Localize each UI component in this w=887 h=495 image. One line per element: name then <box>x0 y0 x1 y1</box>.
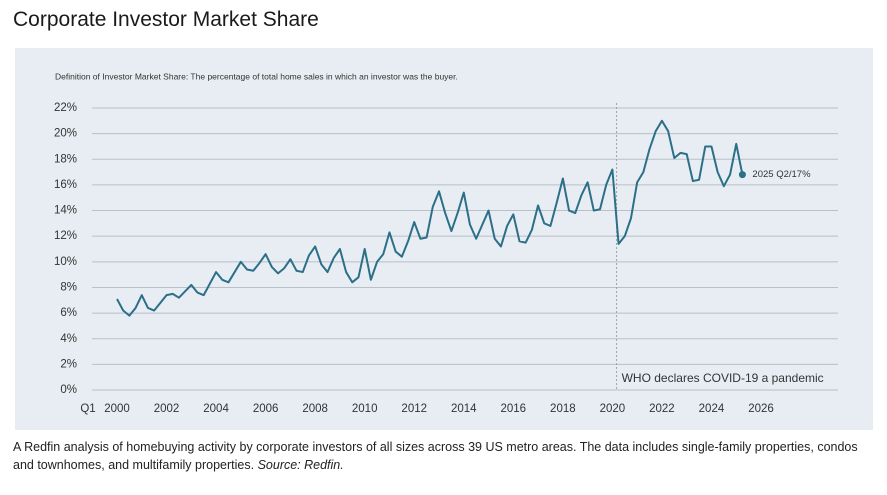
x-tick-label: 2006 <box>253 403 279 415</box>
chart: Definition of Investor Market Share: The… <box>15 48 873 430</box>
x-tick-label: 2004 <box>203 403 229 415</box>
last-point <box>738 171 746 179</box>
source: Source: Redfin. <box>257 458 344 472</box>
y-tick-label: 6% <box>60 307 77 319</box>
caption-text: A Redfin analysis of homebuying activity… <box>13 440 858 472</box>
x-tick-label: 2010 <box>352 403 378 415</box>
event-label: WHO declares COVID-19 a pandemic <box>622 371 824 385</box>
x-tick-label: 2014 <box>451 403 477 415</box>
y-tick-label: 8% <box>60 281 77 293</box>
y-tick-label: 22% <box>54 102 77 114</box>
x-tick-label: 2022 <box>649 403 675 415</box>
chart-subtitle: Definition of Investor Market Share: The… <box>55 71 458 81</box>
x-tick-label: 2024 <box>699 403 725 415</box>
x-tick-label: 2020 <box>600 403 626 415</box>
x-tick-label: 2002 <box>154 403 180 415</box>
x-tick-label: 2012 <box>401 403 427 415</box>
caption: A Redfin analysis of homebuying activity… <box>13 438 875 474</box>
x-tick-label: 2018 <box>550 403 576 415</box>
y-tick-label: 2% <box>60 358 77 370</box>
x-tick-label: 2008 <box>302 403 328 415</box>
y-tick-label: 18% <box>54 153 77 165</box>
y-tick-label: 10% <box>54 256 77 268</box>
x-start-label: Q1 <box>80 403 95 415</box>
x-tick-label: 2026 <box>748 403 774 415</box>
data-line <box>116 119 744 317</box>
x-tick-label: 2000 <box>104 403 130 415</box>
x-tick-label: 2016 <box>501 403 527 415</box>
last-point-label: 2025 Q2/17% <box>752 169 811 180</box>
y-tick-label: 12% <box>54 230 77 242</box>
y-tick-label: 0% <box>60 384 77 396</box>
chart-panel <box>15 48 873 430</box>
chart-title: Corporate Investor Market Share <box>13 8 319 31</box>
y-tick-label: 16% <box>54 179 77 191</box>
y-tick-label: 4% <box>60 333 77 345</box>
y-tick-label: 14% <box>54 205 77 217</box>
y-tick-label: 20% <box>54 128 77 140</box>
